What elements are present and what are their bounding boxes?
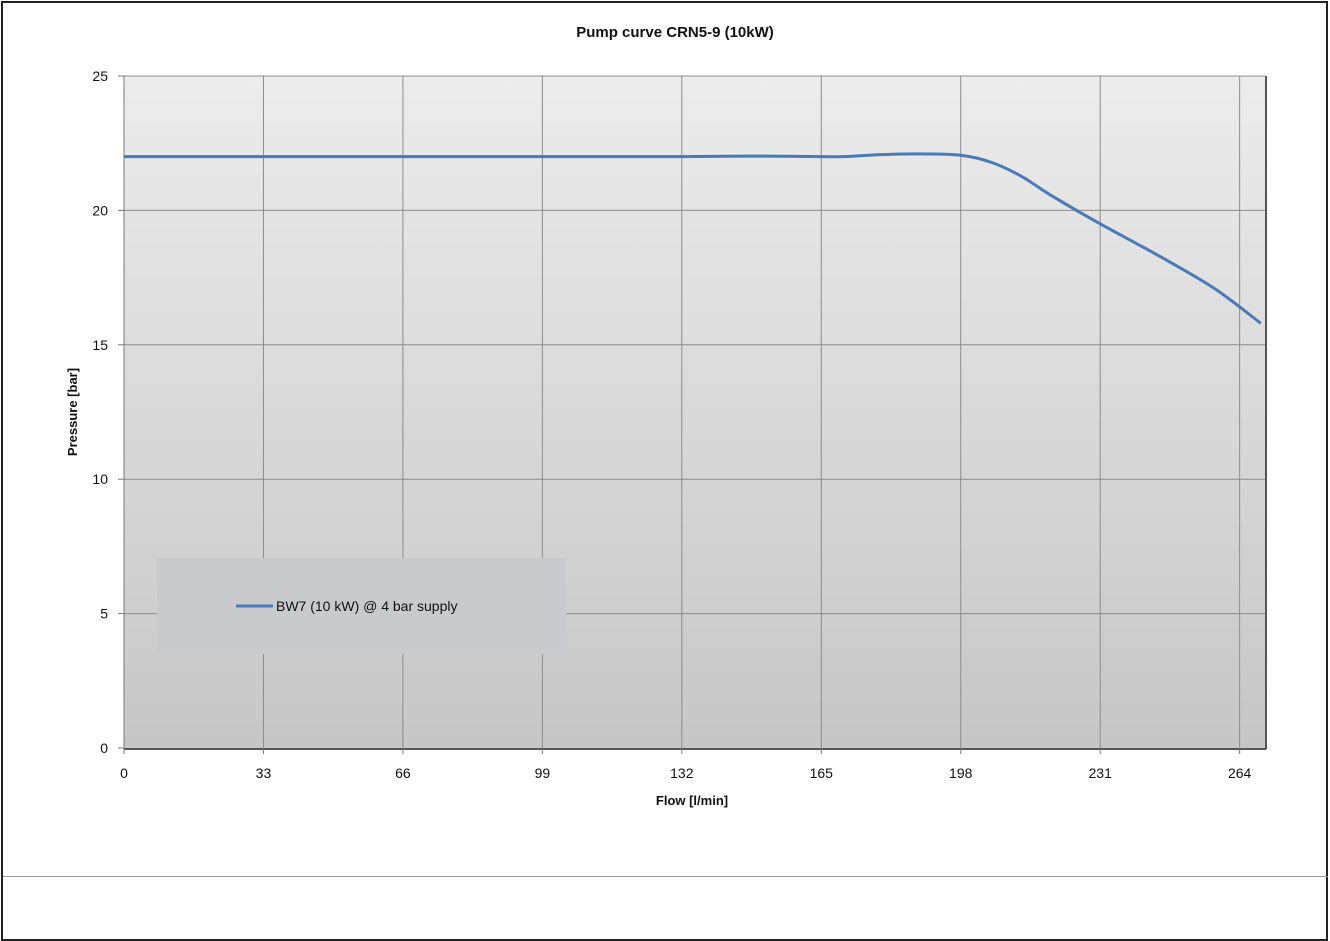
y-tick-label: 5 xyxy=(100,606,108,622)
x-tick-label: 165 xyxy=(810,765,834,781)
y-tick-label: 25 xyxy=(92,68,108,84)
y-tick-label: 20 xyxy=(92,202,108,218)
x-axis-label: Flow [l/min] xyxy=(656,793,728,808)
x-tick-label: 231 xyxy=(1089,765,1113,781)
x-tick-label: 33 xyxy=(256,765,272,781)
x-tick-label: 132 xyxy=(670,765,694,781)
legend-label: BW7 (10 kW) @ 4 bar supply xyxy=(276,598,458,614)
frame-divider xyxy=(3,876,1328,877)
y-tick-label: 0 xyxy=(100,740,108,756)
x-tick-label: 99 xyxy=(535,765,551,781)
x-tick-label: 264 xyxy=(1228,765,1252,781)
legend-box xyxy=(157,558,566,654)
chart-title: Pump curve CRN5-9 (10kW) xyxy=(576,24,774,41)
x-tick-label: 0 xyxy=(120,765,128,781)
y-tick-label: 10 xyxy=(92,471,108,487)
y-axis-label: Pressure [bar] xyxy=(65,368,80,456)
x-tick-label: 66 xyxy=(395,765,411,781)
series-line xyxy=(124,152,1262,325)
x-tick-label: 198 xyxy=(949,765,973,781)
y-tick-label: 15 xyxy=(92,337,108,353)
